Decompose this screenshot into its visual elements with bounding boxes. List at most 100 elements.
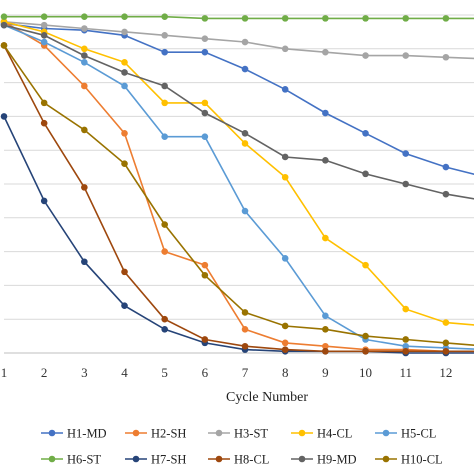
data-point (81, 45, 88, 53)
x-tick-label: 1 (1, 365, 8, 380)
legend-label: H2-SH (151, 427, 186, 441)
legend-marker (132, 455, 140, 463)
data-point (81, 13, 88, 20)
data-point (402, 305, 410, 313)
data-point (322, 312, 329, 320)
legend-item: H6-ST (41, 453, 101, 467)
data-point (241, 326, 249, 333)
data-point (362, 130, 369, 137)
series-line (3, 24, 474, 350)
data-point (241, 65, 249, 73)
data-point (0, 21, 8, 29)
data-point (121, 130, 128, 137)
data-point (201, 15, 209, 22)
data-point (40, 38, 48, 46)
legend-marker (298, 429, 306, 437)
data-point (121, 59, 128, 66)
x-tick-label: 11 (399, 365, 412, 380)
data-point (40, 31, 48, 39)
legend-label: H8-CL (234, 453, 269, 467)
series-h6-st (0, 13, 474, 22)
data-point (362, 348, 369, 355)
data-point (40, 99, 48, 107)
data-point (201, 336, 209, 343)
data-point (362, 15, 369, 22)
legend-label: H4-CL (317, 427, 352, 441)
data-point (322, 234, 329, 242)
data-point (442, 348, 450, 355)
data-point (322, 109, 329, 117)
data-point (442, 163, 450, 171)
x-axis-label: Cycle Number (226, 390, 308, 405)
data-point (161, 315, 168, 323)
data-point (40, 119, 48, 127)
plot-area (0, 13, 474, 357)
data-point (201, 271, 209, 279)
data-point (241, 15, 249, 22)
data-point (121, 268, 128, 276)
data-point (201, 99, 209, 107)
data-point (161, 133, 168, 140)
x-tick-label: 9 (322, 365, 329, 380)
data-point (281, 346, 289, 353)
data-point (322, 348, 329, 355)
data-point (322, 15, 329, 22)
x-tick-label: 5 (161, 365, 168, 380)
data-point (161, 99, 168, 107)
x-tick-label: 4 (121, 365, 128, 380)
data-point (362, 170, 369, 178)
legend-marker (382, 455, 390, 463)
legend-label: H7-SH (151, 453, 186, 467)
series-line (3, 44, 474, 347)
data-point (281, 322, 289, 330)
data-point (161, 13, 168, 20)
data-point (0, 13, 8, 20)
data-point (81, 258, 88, 266)
data-point (201, 133, 209, 140)
data-point (322, 157, 329, 164)
data-point (442, 15, 450, 22)
data-point (40, 197, 48, 205)
legend-label: H5-CL (401, 427, 436, 441)
series-h7-sh (0, 113, 474, 357)
data-point (281, 86, 289, 93)
data-point (442, 319, 450, 326)
legend-item: H10-CL (375, 453, 443, 467)
legend-label: H1-MD (67, 427, 107, 441)
data-point (402, 348, 410, 355)
data-point (40, 13, 48, 20)
data-point (81, 184, 88, 191)
data-point (402, 150, 410, 157)
data-point (40, 21, 48, 29)
legend: H1-MD H2-SH H3-ST H4-CL H5-CL H6-ST H7-SH H8-CL… (41, 427, 443, 467)
legend-marker (48, 429, 56, 437)
series-line (3, 21, 474, 353)
series-h10-cl (0, 42, 474, 347)
x-tick-label: 6 (202, 365, 209, 380)
data-point (81, 25, 88, 32)
data-point (281, 173, 289, 181)
legend-marker (215, 429, 223, 437)
data-point (402, 180, 410, 188)
legend-item: H7-SH (125, 453, 186, 467)
series-h8-cl (0, 42, 474, 355)
legend-item: H9-MD (291, 453, 357, 467)
data-point (121, 82, 128, 90)
data-point (402, 52, 410, 59)
x-tick-label: 10 (359, 365, 372, 380)
data-point (322, 326, 329, 333)
series-h2-sh (0, 18, 474, 355)
data-point (121, 160, 128, 168)
data-point (402, 342, 410, 350)
x-tick-label: 7 (242, 365, 249, 380)
data-point (362, 332, 369, 340)
x-tick-label: 8 (282, 365, 289, 380)
data-point (241, 309, 249, 316)
data-point (121, 13, 128, 20)
data-point (241, 342, 249, 350)
data-point (121, 69, 128, 76)
data-point (442, 190, 450, 198)
series-h5-cl (0, 21, 474, 352)
x-tick-label: 3 (81, 365, 88, 380)
